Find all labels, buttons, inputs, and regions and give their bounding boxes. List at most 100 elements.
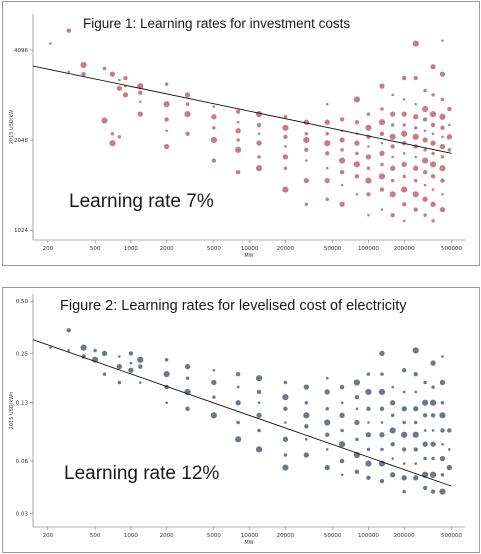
scatter-point bbox=[440, 400, 445, 405]
scatter-point bbox=[324, 177, 330, 184]
scatter-point bbox=[366, 112, 371, 116]
scatter-point bbox=[365, 177, 372, 184]
scatter-point bbox=[430, 360, 436, 366]
scatter-point bbox=[257, 155, 261, 159]
scatter-point bbox=[235, 170, 241, 175]
scatter-point bbox=[441, 442, 444, 446]
scatter-point bbox=[422, 137, 428, 143]
scatter-point bbox=[390, 441, 395, 447]
scatter-point bbox=[283, 134, 288, 140]
scatter-point bbox=[423, 456, 427, 461]
y-tick-label: 4096 bbox=[14, 48, 28, 54]
scatter-point bbox=[353, 379, 361, 386]
scatter-point bbox=[440, 428, 445, 433]
scatter-point bbox=[422, 413, 428, 418]
scatter-point bbox=[138, 381, 142, 384]
x-tick-label: 20000 bbox=[277, 533, 295, 539]
scatter-point bbox=[340, 148, 344, 152]
x-tick-label: 2000 bbox=[160, 533, 174, 539]
scatter-point bbox=[431, 456, 435, 461]
scatter-point bbox=[165, 401, 168, 405]
scatter-point bbox=[365, 154, 372, 160]
scatter-point bbox=[439, 71, 446, 77]
scatter-point bbox=[401, 161, 407, 167]
scatter-point bbox=[365, 124, 372, 131]
scatter-point bbox=[282, 154, 289, 160]
scatter-point bbox=[109, 71, 116, 77]
x-tick-label: 500 bbox=[90, 533, 101, 539]
scatter-point bbox=[283, 453, 288, 457]
scatter-point bbox=[429, 161, 437, 168]
scatter-point bbox=[413, 475, 419, 481]
x-tick-label: 500 bbox=[90, 246, 101, 252]
x-axis-label: MW bbox=[244, 253, 253, 259]
scatter-point bbox=[402, 98, 406, 101]
scatter-point bbox=[401, 368, 407, 373]
scatter-point bbox=[235, 436, 242, 443]
scatter-point bbox=[282, 186, 289, 193]
scatter-point bbox=[117, 380, 122, 385]
scatter-point bbox=[439, 143, 446, 150]
scatter-point bbox=[284, 145, 287, 148]
scatter-point bbox=[401, 447, 407, 452]
scatter-point bbox=[423, 183, 427, 187]
scatter-point bbox=[431, 429, 435, 432]
scatter-point bbox=[422, 157, 429, 164]
scatter-point bbox=[80, 344, 87, 351]
scatter-point bbox=[305, 438, 308, 441]
scatter-point bbox=[210, 136, 217, 144]
scatter-point bbox=[353, 96, 361, 103]
scatter-point bbox=[389, 427, 396, 434]
scatter-point bbox=[211, 158, 217, 163]
scatter-point bbox=[391, 155, 394, 159]
scatter-point bbox=[210, 412, 217, 419]
scatter-point bbox=[184, 92, 191, 98]
scatter-point bbox=[422, 117, 428, 122]
scatter-point bbox=[413, 75, 418, 81]
scatter-point bbox=[211, 379, 217, 386]
scatter-point bbox=[379, 83, 385, 89]
scatter-point bbox=[284, 421, 287, 424]
scatter-point bbox=[439, 455, 446, 462]
scatter-point bbox=[401, 111, 407, 117]
scatter-point bbox=[391, 457, 394, 460]
scatter-point bbox=[441, 355, 444, 358]
scatter-point bbox=[304, 424, 309, 429]
scatter-point bbox=[412, 431, 419, 438]
scatter-point bbox=[236, 420, 240, 425]
x-tick-label: 50000 bbox=[324, 533, 342, 539]
scatter-point bbox=[422, 399, 429, 406]
scatter-point bbox=[413, 406, 419, 412]
scatter-point bbox=[325, 102, 329, 106]
scatter-point bbox=[235, 400, 241, 406]
scatter-point bbox=[430, 489, 436, 494]
figure-2-learning-rate: Learning rate 12% bbox=[64, 463, 220, 484]
y-tick-label: 0.13 bbox=[16, 401, 29, 407]
scatter-point bbox=[283, 406, 288, 411]
scatter-point bbox=[116, 85, 123, 91]
scatter-point bbox=[137, 356, 144, 363]
x-tick-label: 50000 bbox=[324, 246, 342, 252]
scatter-point bbox=[282, 464, 289, 471]
scatter-point bbox=[439, 412, 446, 419]
scatter-point bbox=[211, 114, 217, 120]
scatter-point bbox=[440, 125, 445, 131]
scatter-point bbox=[390, 212, 395, 218]
scatter-point bbox=[66, 328, 71, 333]
scatter-point bbox=[185, 131, 190, 136]
scatter-point bbox=[380, 208, 384, 211]
scatter-point bbox=[355, 437, 359, 442]
scatter-point bbox=[256, 389, 262, 395]
scatter-point bbox=[304, 147, 309, 153]
scatter-point bbox=[402, 390, 406, 394]
scatter-point bbox=[212, 105, 216, 108]
scatter-point bbox=[379, 150, 385, 156]
scatter-point bbox=[423, 380, 427, 385]
scatter-point bbox=[163, 143, 170, 150]
scatter-point bbox=[324, 464, 330, 471]
scatter-point bbox=[366, 372, 371, 376]
scatter-point bbox=[391, 93, 394, 97]
scatter-point bbox=[128, 351, 134, 356]
scatter-point bbox=[379, 432, 385, 438]
scatter-point bbox=[257, 401, 261, 405]
